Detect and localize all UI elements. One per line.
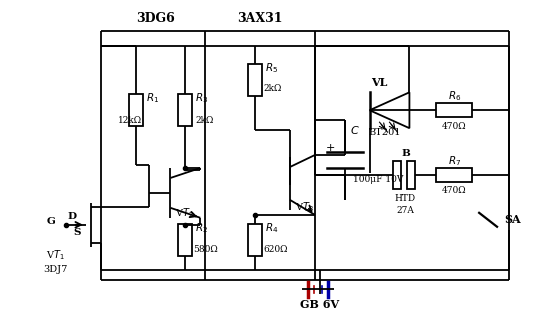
Text: 470Ω: 470Ω — [442, 122, 467, 131]
Text: GB 6V: GB 6V — [300, 299, 339, 310]
Text: SA: SA — [504, 214, 521, 225]
Text: 620Ω: 620Ω — [263, 245, 287, 254]
Bar — [407, 161, 415, 189]
Polygon shape — [369, 92, 409, 128]
Bar — [129, 94, 143, 126]
Text: 12kΩ: 12kΩ — [118, 116, 142, 125]
Text: 2kΩ: 2kΩ — [195, 116, 214, 125]
Text: $R_6$: $R_6$ — [448, 89, 461, 103]
Text: 3DJ7: 3DJ7 — [43, 265, 68, 274]
Text: 580Ω: 580Ω — [193, 245, 218, 254]
Text: $R_7$: $R_7$ — [448, 154, 461, 168]
Text: HTD: HTD — [395, 194, 416, 203]
Text: $R_4$: $R_4$ — [265, 221, 279, 234]
Text: 27A: 27A — [396, 206, 414, 215]
Text: 3AX31: 3AX31 — [237, 12, 283, 25]
Text: +: + — [326, 143, 335, 153]
Text: $R_2$: $R_2$ — [195, 221, 208, 234]
Text: VL: VL — [372, 77, 388, 88]
Text: $R_3$: $R_3$ — [195, 91, 208, 105]
Text: 100μF 10V: 100μF 10V — [353, 176, 403, 185]
Text: V$T_1$: V$T_1$ — [46, 248, 65, 262]
Bar — [248, 64, 262, 96]
Text: V$T_2$: V$T_2$ — [176, 206, 194, 220]
Bar — [248, 224, 262, 256]
Text: $C$: $C$ — [350, 124, 360, 136]
Bar — [394, 161, 401, 189]
Text: $R_5$: $R_5$ — [265, 62, 278, 75]
Bar — [436, 103, 472, 117]
Bar — [178, 94, 192, 126]
Text: B: B — [401, 148, 410, 157]
Bar — [436, 168, 472, 182]
Text: $R_1$: $R_1$ — [145, 91, 159, 105]
Text: D: D — [68, 212, 77, 221]
Text: 2kΩ: 2kΩ — [263, 84, 281, 93]
Text: S: S — [73, 228, 81, 237]
Text: 3DG6: 3DG6 — [136, 12, 175, 25]
Text: V$T_3$: V$T_3$ — [295, 200, 314, 214]
Text: 470Ω: 470Ω — [442, 186, 467, 195]
Text: BT201: BT201 — [368, 128, 401, 137]
Bar — [178, 224, 192, 256]
Text: G: G — [47, 217, 56, 226]
